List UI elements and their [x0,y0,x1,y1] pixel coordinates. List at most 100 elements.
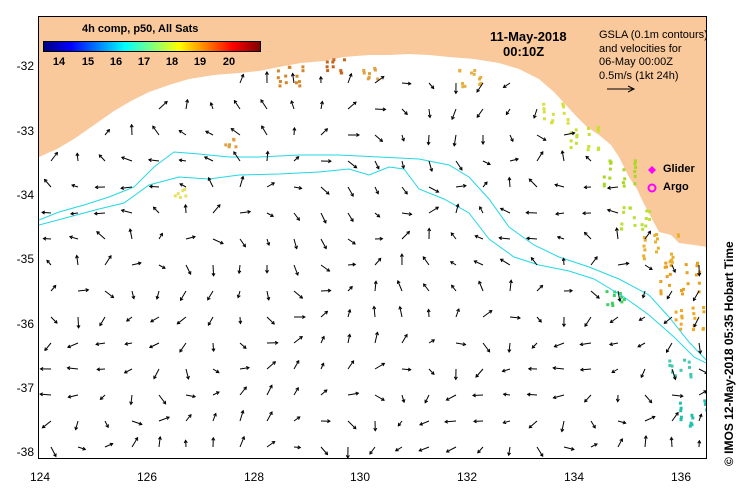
velocity-arrowhead [297,445,302,450]
velocity-arrowhead [430,371,435,376]
sst-pixel [633,174,637,178]
velocity-arrowhead [352,425,357,430]
sst-pixel [654,240,658,244]
velocity-arrowhead [498,236,503,241]
velocity-arrowhead [298,186,303,190]
sst-pixel [551,119,555,123]
velocity-arrow [185,204,187,214]
velocity-arrow [528,420,538,429]
velocity-arrowhead [451,116,455,121]
velocity-arrow [77,289,89,292]
velocity-arrow [212,238,224,245]
velocity-arrow [185,394,196,398]
velocity-arrowhead [66,344,71,349]
velocity-arrow [207,316,214,326]
colorbar-tick: 14 [52,56,66,68]
velocity-arrowhead [93,211,98,216]
velocity-arrow [158,436,161,448]
velocity-arrowhead [166,416,171,420]
velocity-arrow [637,342,646,348]
sst-pixel [562,105,566,109]
velocity-arrow [399,306,403,318]
velocity-arrow [293,186,302,189]
velocity-arrowhead [323,389,328,393]
sst-pixel [606,303,610,307]
velocity-arrow [427,134,430,145]
velocity-arrowhead [528,178,533,183]
velocity-arrowhead [207,296,211,301]
sst-pixel [608,176,612,180]
velocity-arrowhead [648,266,653,271]
velocity-arrow [266,212,274,217]
velocity-arrow [505,108,511,115]
velocity-arrowhead [159,232,163,237]
sst-pixel [680,316,684,320]
velocity-arrowhead [41,424,46,429]
velocity-arrowhead [509,279,513,284]
sst-pixel [689,373,693,376]
velocity-arrow [450,232,457,240]
velocity-arrowhead [240,409,245,414]
velocity-arrow [373,306,376,318]
velocity-arrowhead [530,256,535,261]
velocity-arrowhead [453,376,458,381]
velocity-arrow [401,394,405,403]
sst-pixel [633,162,637,166]
sst-pixel [373,68,377,72]
velocity-arrow [401,334,408,344]
velocity-arrow [320,446,328,455]
velocity-arrow [446,446,457,453]
velocity-arrow [482,342,491,353]
velocity-arrow [509,280,512,292]
velocity-arrow [104,290,114,298]
velocity-arrow [46,259,52,266]
velocity-arrow [455,204,459,214]
velocity-arrowhead [191,235,196,240]
velocity-arrowhead [608,342,613,347]
x-tick-label: 126 [136,470,158,484]
velocity-arrowhead [150,318,154,323]
velocity-arrowhead [507,349,512,353]
velocity-arrow [401,186,408,195]
velocity-arrowhead [292,126,297,131]
velocity-arrow [419,420,430,426]
velocity-arrow [67,367,79,370]
velocity-arrow [401,212,412,215]
velocity-arrowhead [561,323,566,328]
velocity-arrowhead [296,416,301,420]
velocity-arrow [563,132,575,136]
velocity-arrowhead [266,296,271,301]
sst-pixel [566,118,570,122]
velocity-arrow [422,256,430,266]
velocity-arrow [129,229,133,240]
x-tick-label: 130 [349,470,371,484]
velocity-arrow [320,238,327,249]
sst-pixel [670,252,673,256]
velocity-arrowhead [265,150,270,155]
velocity-arrowhead [609,319,614,324]
velocity-arrow [180,290,187,301]
velocity-arrow [208,177,214,188]
colorbar-title: 4h comp, p50, All Sats [82,23,199,35]
velocity-arrowhead [183,203,188,208]
velocity-arrow [212,342,215,352]
velocity-arrow [347,309,351,318]
sst-pixel [461,85,465,89]
sst-pixel [659,292,663,296]
velocity-arrow [185,99,188,110]
velocity-arrow [158,394,166,405]
velocity-arrow [644,394,652,403]
velocity-arrowhead [269,384,273,389]
velocity-arrow [121,209,133,214]
velocity-arrow [455,160,463,171]
velocity-arrowhead [593,443,598,447]
velocity-arrowhead [499,258,504,263]
sst-pixel [569,131,573,135]
sst-pixel [461,82,464,85]
velocity-arrowhead [54,151,58,156]
sst-pixel [325,60,329,64]
velocity-arrowhead [213,412,217,417]
velocity-arrowhead [320,100,324,105]
velocity-arrow [401,160,405,169]
colorbar [43,41,261,52]
